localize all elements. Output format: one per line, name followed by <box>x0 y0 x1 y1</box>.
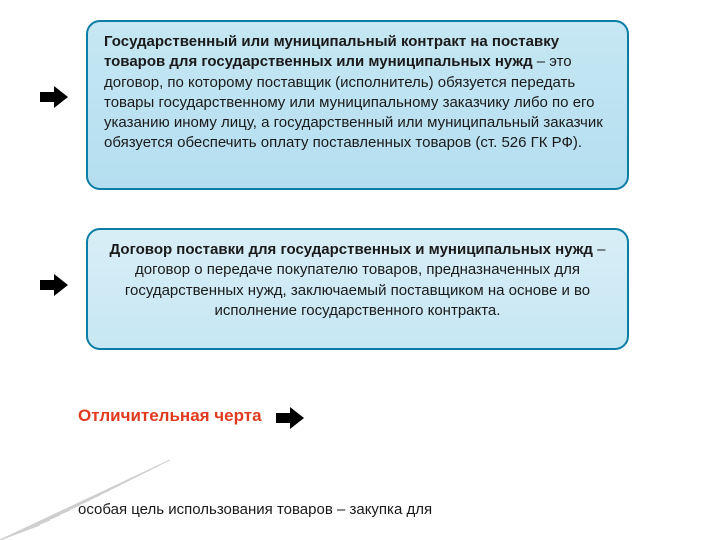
box2-title: Договор поставки для государственных и м… <box>110 241 593 258</box>
box1-title: Государственный или муниципальный контра… <box>104 33 559 70</box>
definition-box-2: Договор поставки для государственных и м… <box>86 228 629 350</box>
bottom-text: особая цель использования товаров – заку… <box>78 500 548 520</box>
definition-box-1: Государственный или муниципальный контра… <box>86 20 629 190</box>
corner-decoration-icon <box>0 450 170 540</box>
distinctive-feature-label: Отличительная черта <box>78 406 262 426</box>
arrow-icon <box>40 86 68 108</box>
arrow-icon <box>40 274 68 296</box>
arrow-icon <box>276 407 304 429</box>
